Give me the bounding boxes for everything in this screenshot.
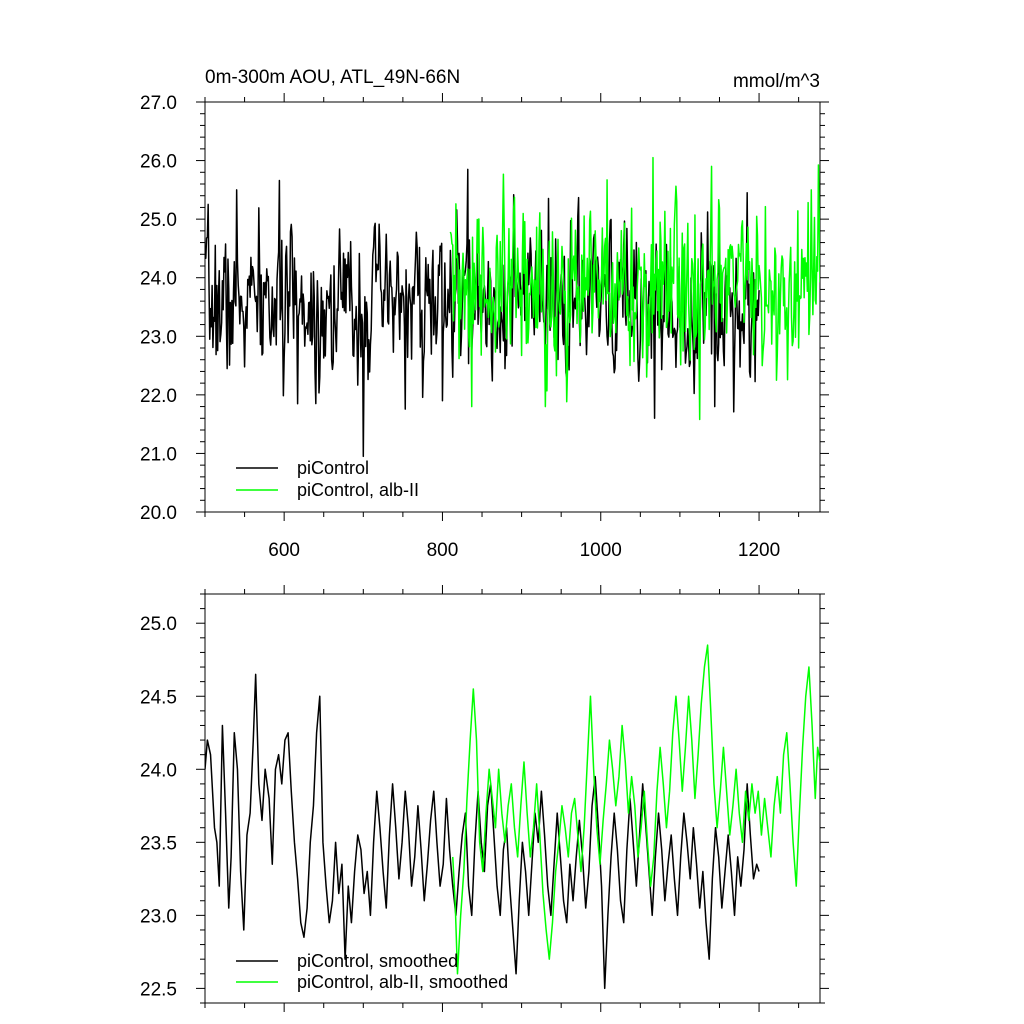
- legend-label: piControl, smoothed: [297, 951, 458, 971]
- legend-label: piControl, alb-II, smoothed: [297, 972, 508, 992]
- units-label: mmol/m^3: [733, 71, 820, 92]
- x-tick-label: 1200: [738, 540, 780, 561]
- y-tick-label: 24.0: [140, 269, 177, 290]
- y-tick-label: 24.5: [140, 687, 177, 708]
- y-tick-label: 22.5: [140, 979, 177, 1000]
- plot-frame: [204, 101, 821, 513]
- chart-title: 0m-300m AOU, ATL_49N-66N: [205, 67, 460, 88]
- x-tick-label: 1000: [580, 540, 622, 561]
- series-line-bottom-0: [205, 673, 760, 990]
- y-tick-label: 25.0: [140, 210, 177, 231]
- y-tick-label: 23.5: [140, 833, 177, 854]
- y-tick-label: 25.0: [140, 614, 177, 635]
- x-tick-label: 600: [268, 540, 300, 561]
- series-line-top-1: [449, 156, 820, 421]
- y-tick-label: 23.0: [140, 327, 177, 348]
- y-tick-label: 20.0: [140, 503, 177, 524]
- y-tick-label: 27.0: [140, 93, 177, 114]
- x-tick-label: 800: [427, 540, 459, 561]
- legend-label: piControl, alb-II: [297, 480, 419, 500]
- y-tick-label: 21.0: [140, 444, 177, 465]
- legend-label: piControl: [297, 458, 369, 478]
- y-tick-label: 23.0: [140, 906, 177, 927]
- y-tick-label: 22.0: [140, 386, 177, 407]
- series-line-bottom-1: [451, 644, 820, 975]
- bottom-panel: 22.5 23.0 23.5 24.0 24.5 25.0 piControl, smoot…: [140, 585, 829, 1012]
- y-tick-label: 24.0: [140, 760, 177, 781]
- y-tick-label: 26.0: [140, 152, 177, 173]
- top-panel: 600 800 1000 1200 20.0 21.0 22.0 23.0 24.0 25.0 26…: [140, 93, 829, 561]
